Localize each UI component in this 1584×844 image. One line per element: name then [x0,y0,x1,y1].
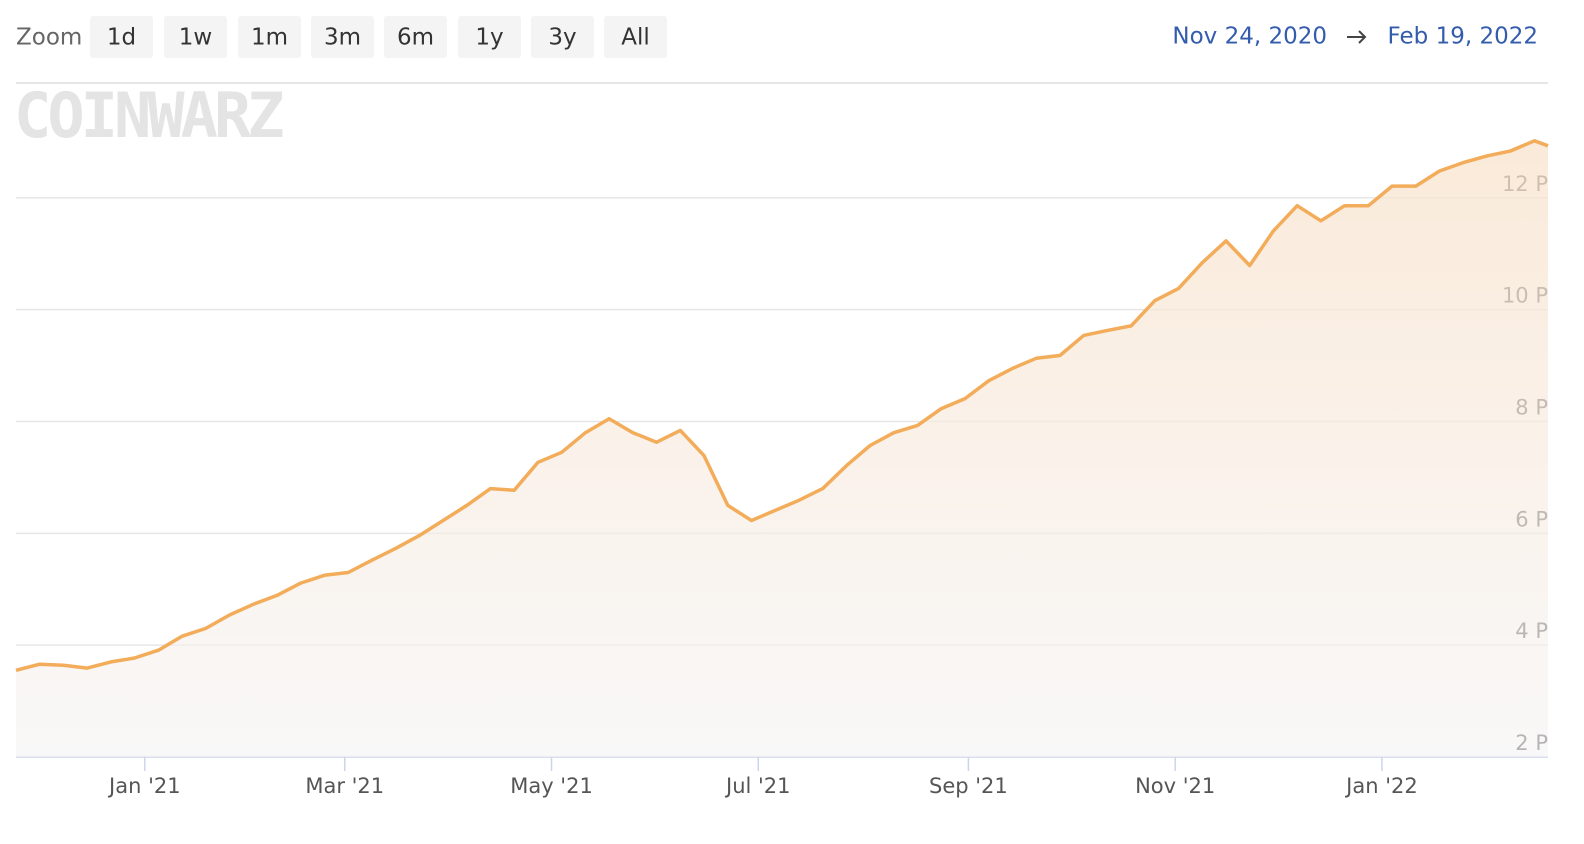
zoom-button-label[interactable]: 1y [475,25,503,51]
zoom-button-label[interactable]: 1m [251,25,288,51]
zoom-button[interactable] [458,16,521,58]
date-to[interactable]: Feb 19, 2022 [1388,24,1538,50]
zoom-button[interactable] [90,16,153,58]
watermark: COINWARZ [14,79,283,152]
x-tick-label: Jan '21 [107,774,181,798]
zoom-button[interactable] [604,16,667,58]
date-from[interactable]: Nov 24, 2020 [1172,24,1327,50]
zoom-button-label[interactable]: 1d [107,25,136,51]
zoom-button[interactable] [531,16,594,58]
zoom-button-label[interactable]: 3y [548,25,576,51]
zoom-button[interactable] [164,16,227,58]
x-tick-label: Jul '21 [724,774,791,798]
x-tick-label: Sep '21 [929,774,1008,798]
x-tick-label: May '21 [510,774,593,798]
range-arrow [1347,30,1367,44]
zoom-button-label[interactable]: All [621,25,650,51]
zoom-button[interactable] [384,16,447,58]
zoom-button[interactable] [238,16,301,58]
x-tick-label: Jan '22 [1344,774,1418,798]
zoom-label: Zoom [16,25,82,51]
zoom-button-label[interactable]: 1w [179,25,212,51]
line [15,139,1549,672]
x-tick-label: Mar '21 [305,774,384,798]
zoom-button-label[interactable]: 3m [324,25,361,51]
zoom-button[interactable] [311,16,374,58]
x-tick-label: Nov '21 [1135,774,1215,798]
zoom-button-label[interactable]: 6m [397,25,434,51]
area [16,140,1548,758]
